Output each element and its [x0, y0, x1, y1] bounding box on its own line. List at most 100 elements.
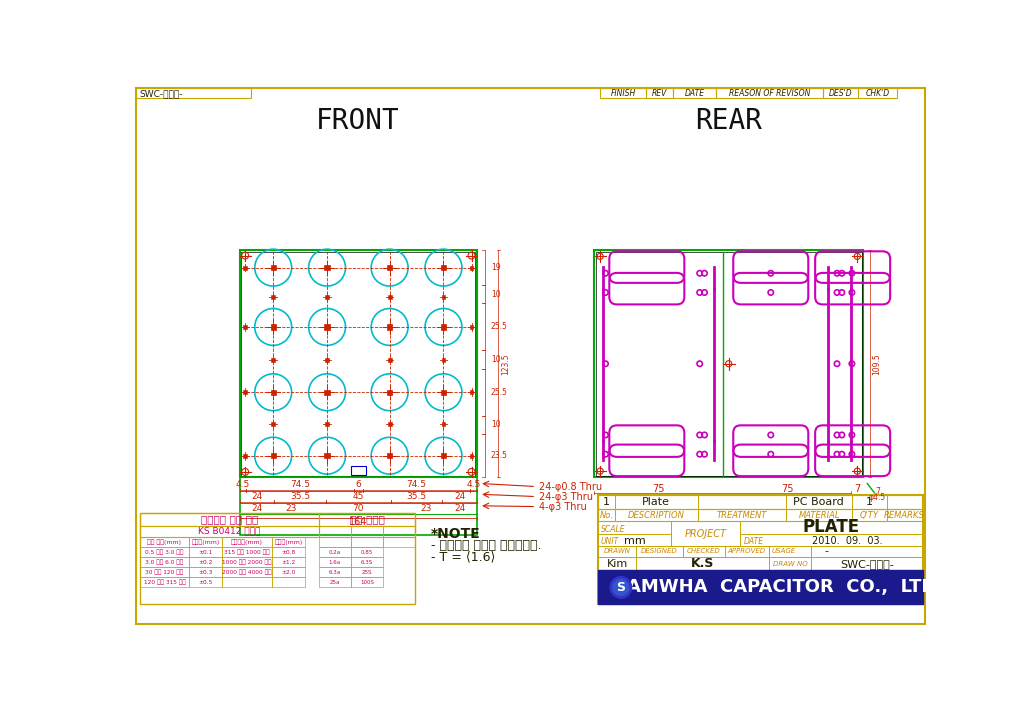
Bar	[470, 454, 473, 458]
Text: 74.5: 74.5	[290, 479, 310, 489]
Text: 35.5: 35.5	[407, 492, 426, 501]
Text: -: -	[825, 546, 828, 556]
Bar	[240, 477, 477, 535]
Text: 7: 7	[875, 487, 880, 496]
Text: ±0.5: ±0.5	[199, 580, 213, 585]
Text: φ4.5: φ4.5	[868, 493, 886, 503]
Text: 허용차(mm): 허용차(mm)	[274, 539, 302, 545]
Text: 4.5: 4.5	[236, 479, 250, 489]
Bar	[272, 577, 305, 587]
Bar	[387, 324, 392, 330]
Text: mm: mm	[623, 537, 645, 546]
Text: 10: 10	[491, 290, 500, 299]
Text: TREATMENT: TREATMENT	[717, 510, 767, 520]
Text: 120 초과 315 이하: 120 초과 315 이하	[144, 580, 185, 585]
Text: Plate: Plate	[643, 497, 671, 507]
Text: 기준치수(mm): 기준치수(mm)	[231, 539, 263, 545]
Text: REASON OF REVISON: REASON OF REVISON	[729, 89, 810, 98]
Bar	[715, 88, 824, 99]
Bar	[388, 422, 391, 426]
Bar	[441, 390, 446, 395]
Text: S: S	[617, 581, 625, 594]
Text: SCALE: SCALE	[601, 525, 625, 534]
Text: SWC-연구소-: SWC-연구소-	[840, 558, 894, 568]
Text: 1: 1	[602, 497, 610, 507]
Bar	[351, 537, 383, 547]
Bar	[351, 568, 383, 577]
Text: 1: 1	[865, 497, 873, 507]
Text: DRAW NO: DRAW NO	[772, 560, 807, 567]
Bar	[824, 88, 858, 99]
Text: 25.5: 25.5	[491, 322, 507, 331]
Bar	[351, 558, 383, 568]
Bar	[598, 570, 923, 604]
Bar	[223, 577, 272, 587]
Text: 70: 70	[353, 503, 364, 513]
Text: REMARKS: REMARKS	[884, 510, 925, 520]
Text: 0.5 이상 3.0 이하: 0.5 이상 3.0 이하	[145, 550, 183, 555]
Text: 0.85: 0.85	[361, 550, 374, 555]
Text: 표면 거칠기: 표면 거칠기	[350, 515, 385, 525]
Bar	[594, 250, 863, 477]
Bar	[243, 454, 247, 458]
Bar	[325, 295, 329, 299]
Bar	[324, 453, 330, 458]
Bar	[324, 265, 330, 270]
Bar	[388, 357, 391, 362]
Text: 24: 24	[252, 503, 263, 513]
Bar	[598, 534, 671, 546]
Bar	[325, 422, 329, 426]
Bar	[140, 547, 189, 558]
Bar	[740, 521, 923, 534]
Bar	[442, 422, 445, 426]
Bar	[241, 252, 475, 476]
Text: 허용차(mm): 허용차(mm)	[191, 539, 220, 545]
Bar	[189, 547, 223, 558]
Bar	[140, 537, 189, 547]
Text: 기준 치수(mm): 기준 치수(mm)	[147, 539, 181, 545]
Bar	[351, 547, 383, 558]
Bar	[140, 558, 189, 568]
Bar	[270, 453, 276, 458]
Bar	[325, 357, 329, 362]
Text: 7: 7	[854, 484, 860, 494]
Bar	[598, 509, 923, 521]
Bar	[858, 88, 896, 99]
Text: 절삭가공 허용 공자: 절삭가공 허용 공자	[201, 515, 258, 525]
Bar	[271, 422, 275, 426]
Text: 25.5: 25.5	[491, 388, 507, 397]
Text: 109.5: 109.5	[873, 352, 882, 374]
Text: ±2.0: ±2.0	[282, 570, 296, 575]
Bar	[383, 526, 415, 537]
Text: KS B0412 보통급: KS B0412 보통급	[198, 527, 261, 536]
Bar	[223, 537, 272, 547]
Bar	[270, 265, 276, 270]
Text: 75: 75	[652, 484, 664, 494]
Text: 123.5: 123.5	[501, 353, 510, 374]
Bar	[671, 521, 740, 546]
Bar	[319, 526, 351, 537]
Text: SWC-연구소-: SWC-연구소-	[140, 89, 183, 98]
Text: CHK'D: CHK'D	[865, 89, 889, 98]
Text: DRAWN: DRAWN	[603, 548, 630, 554]
Text: 30 초과 120 이하: 30 초과 120 이하	[145, 570, 183, 575]
Circle shape	[611, 577, 631, 597]
Bar	[740, 534, 923, 546]
Bar	[324, 324, 330, 330]
Text: 100S: 100S	[360, 580, 374, 585]
Bar	[598, 495, 923, 604]
Bar	[243, 391, 247, 394]
Bar	[319, 537, 351, 547]
Text: Q'TY: Q'TY	[860, 510, 879, 520]
Text: 3.0 초과 6.0 이하: 3.0 초과 6.0 이하	[145, 560, 183, 565]
Text: ±1.2: ±1.2	[282, 560, 296, 565]
Bar	[598, 495, 923, 509]
Text: ±0.8: ±0.8	[282, 550, 296, 555]
Text: 23: 23	[286, 503, 297, 513]
Bar	[387, 390, 392, 395]
Text: DATE: DATE	[684, 89, 705, 98]
Bar	[383, 537, 415, 547]
Text: DESCRIPTION: DESCRIPTION	[628, 510, 685, 520]
Text: CHECKED: CHECKED	[687, 548, 720, 554]
Bar	[223, 547, 272, 558]
